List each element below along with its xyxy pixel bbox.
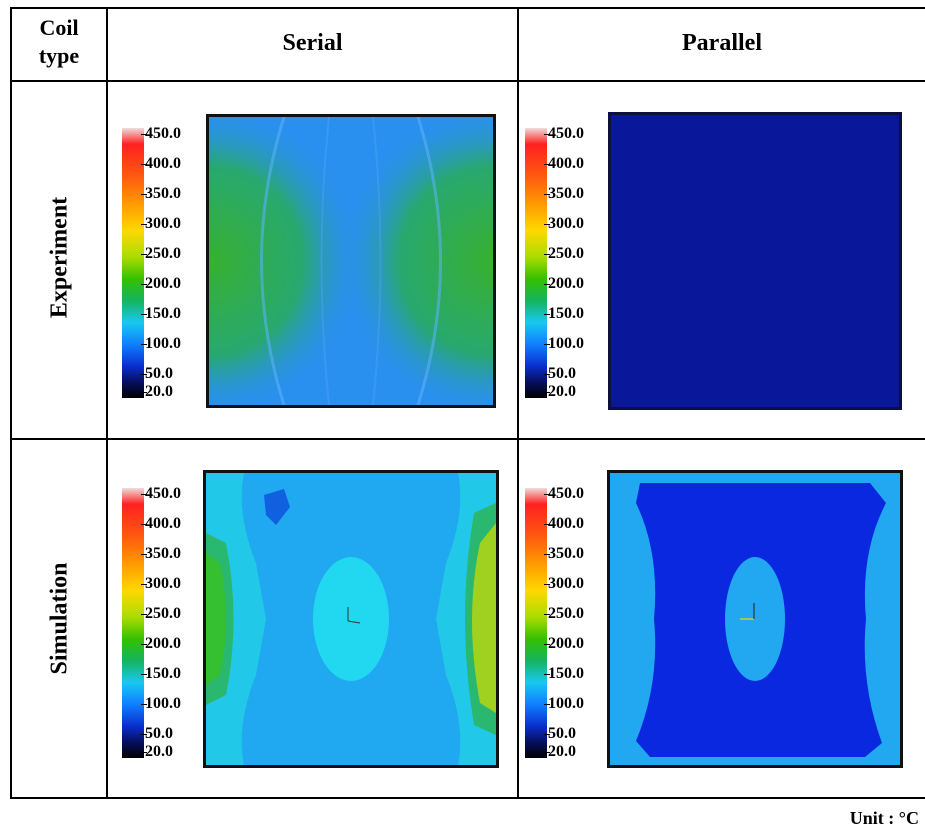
colorbar-tick-label: 400.0 — [141, 155, 181, 172]
axis-triad-icon — [347, 607, 361, 624]
colorbar-ticks: 450.0 400.0 350.0 300.0 250.0 200.0 150.0 100.0… — [141, 125, 205, 400]
colorbar-tick-label: 50.0 — [544, 725, 576, 742]
colorbar-ticks: 450.0 400.0 350.0 300.0 250.0 200.0 150.0 100.0… — [544, 125, 608, 400]
simulation-parallel-contour — [610, 473, 900, 765]
colorbar-tick-label: 300.0 — [141, 575, 181, 592]
colorbar-tick-label: 50.0 — [141, 365, 173, 382]
colorbar-tick-label: 200.0 — [544, 275, 584, 292]
colorbar-tick-label: 350.0 — [141, 185, 181, 202]
simulation-parallel-cell: 450.0 400.0 350.0 300.0 250.0 200.0 150.0 100.0… — [519, 440, 925, 797]
colorbar-tick-label: 150.0 — [141, 665, 181, 682]
serial-header: Serial — [282, 30, 343, 56]
colorbar-tick-label: 450.0 — [141, 485, 181, 502]
colorbar-tick-label: 250.0 — [544, 245, 584, 262]
table-col-divider-2 — [517, 7, 519, 799]
colorbar-tick-label: 400.0 — [544, 155, 584, 172]
colorbar — [122, 128, 144, 398]
colorbar-tick-label: 300.0 — [544, 575, 584, 592]
table-row-divider — [10, 438, 925, 440]
colorbar-tick-label: 350.0 — [141, 545, 181, 562]
axis-triad-icon — [740, 603, 755, 620]
colorbar-tick-label: 300.0 — [141, 215, 181, 232]
parallel-header: Parallel — [682, 30, 762, 56]
table-border-bottom — [10, 797, 925, 799]
colorbar — [122, 488, 144, 758]
colorbar-tick-label: 300.0 — [544, 215, 584, 232]
experiment-parallel-plot — [608, 112, 902, 410]
colorbar-tick-label: 100.0 — [141, 335, 181, 352]
colorbar-tick-label: 50.0 — [141, 725, 173, 742]
simulation-serial-cell: 450.0 400.0 350.0 300.0 250.0 200.0 150.0 100.0… — [108, 440, 517, 797]
coil-type-line1: Coil — [39, 15, 79, 40]
colorbar-tick-label: 200.0 — [141, 275, 181, 292]
colorbar-tick-label: 450.0 — [544, 125, 584, 142]
experiment-parallel-cell: 450.0 400.0 350.0 300.0 250.0 200.0 150.0 100.0… — [519, 82, 925, 438]
colorbar — [525, 488, 547, 758]
colorbar-tick-label: 20.0 — [544, 743, 576, 760]
simulation-row-label: Simulation — [46, 562, 73, 675]
table-border-top — [10, 7, 925, 9]
colorbar-tick-label: 250.0 — [141, 605, 181, 622]
experiment-serial-cell: 450.0 400.0 350.0 300.0 250.0 200.0 150.0 100.0… — [108, 82, 517, 438]
table-col-divider-1 — [106, 7, 108, 799]
experiment-serial-heatmap — [209, 117, 493, 405]
colorbar-tick-label: 200.0 — [544, 635, 584, 652]
colorbar-ticks: 450.0 400.0 350.0 300.0 250.0 200.0 150.0 100.0… — [544, 485, 608, 760]
colorbar-tick-label: 350.0 — [544, 185, 584, 202]
colorbar-tick-label: 400.0 — [141, 515, 181, 532]
table-border-left — [10, 7, 12, 799]
colorbar-tick-label: 150.0 — [544, 305, 584, 322]
colorbar-tick-label: 250.0 — [544, 605, 584, 622]
colorbar-tick-label: 20.0 — [141, 743, 173, 760]
colorbar-tick-label: 100.0 — [544, 335, 584, 352]
colorbar-tick-label: 450.0 — [141, 125, 181, 142]
colorbar-tick-label: 200.0 — [141, 635, 181, 652]
experiment-row-label: Experiment — [46, 196, 73, 319]
colorbar-tick-label: 250.0 — [141, 245, 181, 262]
colorbar-ticks: 450.0 400.0 350.0 300.0 250.0 200.0 150.0 100.0… — [141, 485, 205, 760]
coil-type-header: Coil type — [12, 14, 106, 70]
experiment-serial-plot — [206, 114, 496, 408]
colorbar-tick-label: 400.0 — [544, 515, 584, 532]
colorbar-tick-label: 100.0 — [544, 695, 584, 712]
colorbar-tick-label: 150.0 — [544, 665, 584, 682]
colorbar-tick-label: 450.0 — [544, 485, 584, 502]
colorbar-tick-label: 20.0 — [141, 383, 173, 400]
colorbar-tick-label: 150.0 — [141, 305, 181, 322]
colorbar-tick-label: 350.0 — [544, 545, 584, 562]
colorbar-tick-label: 20.0 — [544, 383, 576, 400]
colorbar-tick-label: 100.0 — [141, 695, 181, 712]
simulation-serial-plot — [203, 470, 499, 768]
experiment-parallel-heatmap — [611, 115, 899, 407]
simulation-parallel-plot — [607, 470, 903, 768]
coil-type-line2: type — [38, 43, 80, 68]
unit-label: Unit : °C — [849, 808, 919, 828]
table-header-divider — [10, 80, 925, 82]
simulation-serial-contour — [206, 473, 496, 765]
colorbar — [525, 128, 547, 398]
colorbar-tick-label: 50.0 — [544, 365, 576, 382]
